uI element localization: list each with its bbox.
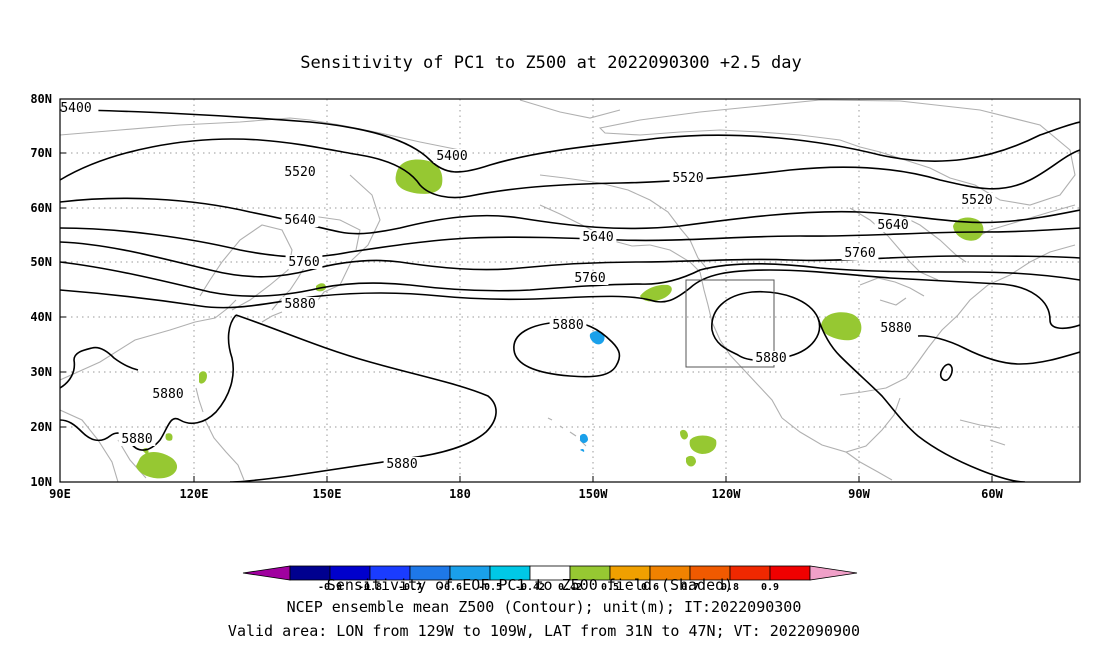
- colorbar-tick-label: 0.5: [601, 582, 619, 593]
- contour-label: 5760: [844, 246, 875, 261]
- contour-label-bg: [149, 387, 187, 401]
- y-tick-label: 10N: [30, 475, 52, 489]
- contour-label-bg: [958, 193, 996, 207]
- y-tick-label: 20N: [30, 420, 52, 434]
- colorbar-tick-label: -0.9: [318, 582, 342, 593]
- colorbar-tick-label: -0.42: [515, 582, 545, 593]
- colorbar-tick-label: -0.6: [438, 582, 462, 593]
- sensitivity-shading: [136, 159, 984, 479]
- z500-contours: [60, 109, 1080, 482]
- contour-label: 5760: [574, 271, 605, 286]
- colorbar-tick-label: 0.9: [761, 582, 779, 593]
- contour-label-bg: [433, 149, 471, 163]
- contour-label-bg: [281, 213, 319, 227]
- footer-line-1: Sensitivity of EOF PC1 to Z500 field (Sh…: [327, 576, 733, 594]
- contour-label-bg: [841, 246, 879, 260]
- contour-label: 5760: [288, 255, 319, 270]
- colorbar-end-right: [809, 565, 858, 581]
- x-tick-label: 150W: [579, 487, 609, 501]
- contour-label: 5880: [121, 432, 152, 447]
- x-tick-label: 90W: [848, 487, 870, 501]
- colorbar-tick-label: -0.7: [398, 582, 422, 593]
- colorbar-tick-label: 0.7: [681, 582, 699, 593]
- contour-label: 5880: [552, 318, 583, 333]
- contour-label: 5640: [582, 230, 613, 245]
- y-tick-label: 50N: [30, 255, 52, 269]
- x-tick-label: 150E: [313, 487, 342, 501]
- colorbar-box: [729, 565, 771, 581]
- contour-label: 5520: [672, 171, 703, 186]
- contour-label-bg: [571, 271, 609, 285]
- footer-line-2: NCEP ensemble mean Z500 (Contour); unit(…: [287, 598, 802, 616]
- colorbar-tick-label: 0.42: [558, 582, 582, 593]
- contour-label-bg: [383, 457, 421, 471]
- footer-line-3: Valid area: LON from 129W to 109W, LAT f…: [228, 622, 860, 640]
- chart-title: Sensitivity of PC1 to Z500 at 2022090300…: [300, 53, 802, 73]
- colorbar-tick-label: 0.6: [641, 582, 659, 593]
- x-tick-label: 120W: [712, 487, 742, 501]
- contour-label: 5880: [755, 351, 786, 366]
- contour-label-bg: [549, 318, 587, 332]
- contour-label-bg: [281, 165, 319, 179]
- contour-label: 5400: [436, 149, 467, 164]
- y-axis-ticks: 10N 20N 30N 40N 50N 60N 70N 80N: [30, 92, 66, 489]
- x-axis-ticks: 90E 120E 150E 180 150W 120W 90W 60W: [49, 476, 1004, 501]
- contour-label-bg: [877, 321, 915, 335]
- colorbar-box: [289, 565, 331, 581]
- y-tick-label: 80N: [30, 92, 52, 106]
- contour-label: 5880: [880, 321, 911, 336]
- colorbar-tick-label: -0.5: [478, 582, 502, 593]
- contour-label-bg: [281, 297, 319, 311]
- contour-label-bg: [874, 218, 912, 232]
- contour-label-bg: [669, 171, 707, 185]
- x-tick-label: 180: [449, 487, 471, 501]
- x-tick-label: 90E: [49, 487, 71, 501]
- contour-label: 5880: [386, 457, 417, 472]
- contour-label: 5880: [152, 387, 183, 402]
- contour-label-bg: [752, 351, 790, 365]
- contour-label-bg: [118, 432, 156, 446]
- contour-label-bg: [61, 101, 99, 115]
- plot-frame: [59, 98, 1081, 483]
- contour-label: 5400: [60, 101, 91, 116]
- colorbar-tick-label: -0.8: [358, 582, 382, 593]
- coastlines: [60, 99, 1076, 482]
- contour-label: 5880: [284, 297, 315, 312]
- y-tick-label: 30N: [30, 365, 52, 379]
- y-tick-label: 40N: [30, 310, 52, 324]
- y-tick-label: 70N: [30, 146, 52, 160]
- valid-area-box: [685, 279, 775, 368]
- contour-label: 5640: [877, 218, 908, 233]
- contour-label-bg: [579, 230, 617, 244]
- contour-label: 5520: [961, 193, 992, 208]
- x-tick-label: 120E: [180, 487, 209, 501]
- colorbar-box: [769, 565, 811, 581]
- colorbar: -0.9 -0.8 -0.7 -0.6 -0.5 -0.42 0.42 0.5 0.6 0.7 0.…: [242, 565, 858, 593]
- contour-label: 5640: [284, 213, 315, 228]
- contour-label-bg: [285, 255, 323, 269]
- colorbar-tick-label: 0.8: [721, 582, 739, 593]
- contour-label: 5520: [284, 165, 315, 180]
- x-tick-label: 60W: [981, 487, 1003, 501]
- y-tick-label: 60N: [30, 201, 52, 215]
- colorbar-end-left: [242, 565, 291, 581]
- map-grid: [60, 99, 1080, 482]
